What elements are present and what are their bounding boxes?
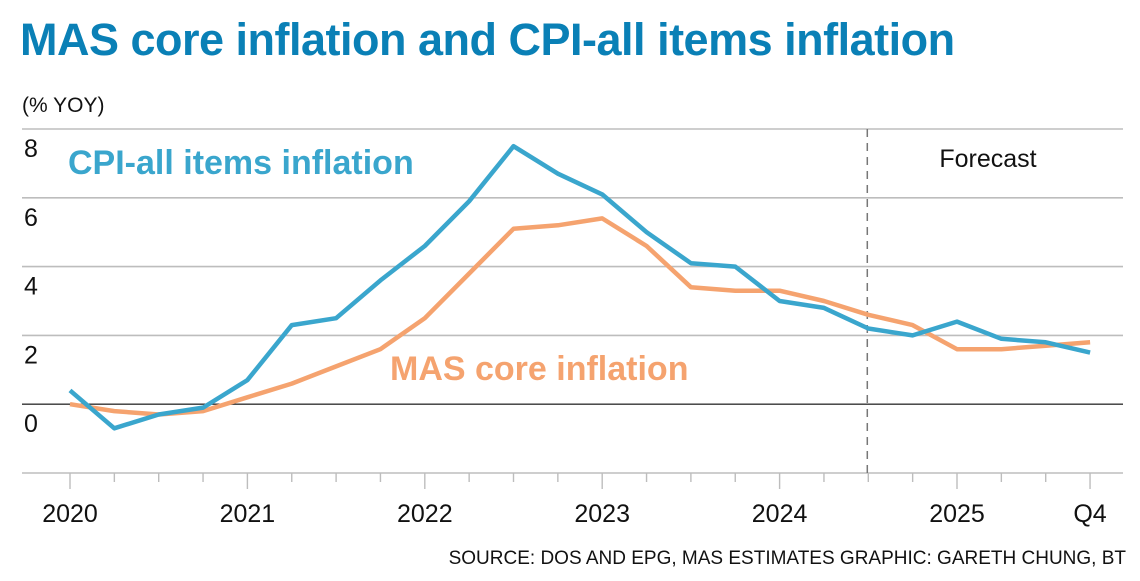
x-tick-label: 2022 [397,500,453,528]
x-axis: 2020 2021 2022 2023 2024 2025 Q4 [42,473,1107,528]
source-credit: SOURCE: DOS AND EPG, MAS ESTIMATES GRAPH… [448,548,1126,569]
series-lines [68,143,1091,431]
y-tick-label: 8 [24,135,38,163]
x-tick-label: 2024 [752,500,808,528]
y-tick-label: 0 [24,410,38,438]
x-tick-label: 2023 [574,500,630,528]
gridlines [22,128,1123,474]
x-tick-label: 2025 [929,500,985,528]
y-axis-ticks: 0 2 4 6 8 [24,135,38,438]
y-tick-label: 2 [24,341,38,369]
x-tick-label: 2020 [42,500,98,528]
forecast-label: Forecast [939,145,1036,173]
cpi-series-label: CPI-all items inflation [68,144,414,182]
cpi-all-items-line [68,143,1091,431]
y-axis-unit-label: (% YOY) [22,94,105,117]
y-tick-label: 6 [24,204,38,232]
x-tick-label: Q4 [1073,500,1106,528]
y-tick-label: 4 [24,273,38,301]
chart-title: MAS core inflation and CPI-all items inf… [20,14,955,65]
forecast-region: Forecast [866,129,1037,477]
core-series-label: MAS core inflation [390,350,688,388]
x-tick-label: 2021 [220,500,276,528]
series-annotations: CPI-all items inflation MAS core inflatio… [68,144,688,388]
mas-core-line [69,216,1091,417]
